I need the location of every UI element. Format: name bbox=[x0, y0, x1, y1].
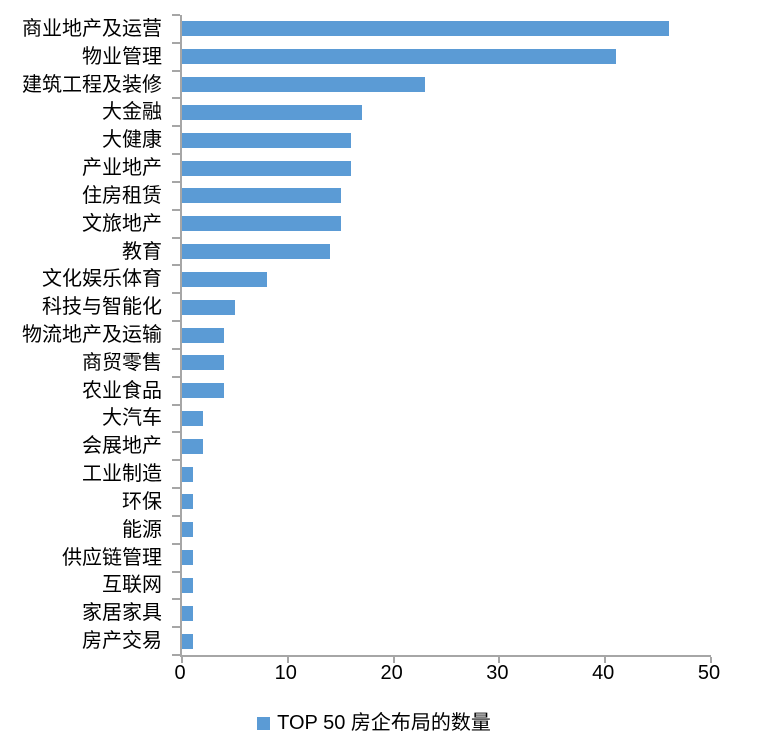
bar bbox=[182, 466, 193, 482]
y-axis-tick bbox=[172, 153, 180, 156]
x-axis-tick-label: 50 bbox=[697, 662, 721, 684]
y-axis-tick bbox=[172, 626, 180, 629]
x-axis-tick bbox=[392, 657, 395, 663]
y-axis-tick bbox=[172, 69, 180, 72]
bar bbox=[182, 383, 225, 399]
category-label: 互联网 bbox=[102, 574, 162, 597]
bar bbox=[182, 633, 193, 649]
y-axis-tick bbox=[172, 654, 180, 656]
bar bbox=[182, 410, 204, 426]
y-axis-tick bbox=[172, 514, 180, 517]
y-axis-tick bbox=[172, 347, 180, 350]
bar bbox=[182, 160, 352, 176]
bar bbox=[182, 550, 193, 566]
category-label: 物流地产及运输 bbox=[22, 323, 162, 346]
category-label: 教育 bbox=[122, 240, 162, 263]
bar bbox=[182, 494, 193, 510]
bar bbox=[182, 522, 193, 538]
y-axis-tick bbox=[172, 97, 180, 100]
plot-area bbox=[172, 14, 712, 663]
y-axis-tick bbox=[172, 431, 180, 434]
y-axis-tick bbox=[172, 208, 180, 211]
y-axis-tick bbox=[172, 598, 180, 601]
legend-marker-square bbox=[257, 716, 271, 730]
x-axis-tick-label: 0 bbox=[174, 662, 186, 684]
category-label: 大健康 bbox=[102, 129, 162, 152]
category-label: 房产交易 bbox=[82, 630, 162, 653]
category-label: 物业管理 bbox=[82, 45, 162, 68]
category-label: 文旅地产 bbox=[82, 212, 162, 235]
category-label: 家居家具 bbox=[82, 602, 162, 625]
x-axis-tick bbox=[604, 657, 607, 663]
category-label: 环保 bbox=[122, 490, 162, 513]
bar bbox=[182, 244, 331, 260]
x-axis-tick-label: 30 bbox=[486, 662, 509, 684]
category-label: 大汽车 bbox=[102, 407, 162, 430]
category-label: 工业制造 bbox=[82, 463, 162, 486]
y-axis-tick bbox=[172, 459, 180, 462]
bar bbox=[182, 132, 352, 148]
x-axis-tick bbox=[710, 657, 712, 663]
x-axis-tick-label: 10 bbox=[274, 662, 297, 684]
y-axis-labels: 商业地产及运营物业管理建筑工程及装修大金融大健康产业地产住房租赁文旅地产教育文化… bbox=[0, 15, 171, 655]
x-axis-labels: 0 10 20 30 40 50 bbox=[0, 662, 772, 688]
category-label: 大金融 bbox=[102, 101, 162, 124]
x-axis-tick bbox=[498, 657, 501, 663]
category-label: 文化娱乐体育 bbox=[42, 268, 162, 291]
category-label: 会展地产 bbox=[82, 435, 162, 458]
y-axis-tick bbox=[172, 375, 180, 378]
bar bbox=[182, 438, 204, 454]
category-label: 建筑工程及装修 bbox=[22, 73, 162, 96]
category-label: 商贸零售 bbox=[82, 351, 162, 374]
legend-label: TOP 50 房企布局的数量 bbox=[277, 712, 491, 734]
bar bbox=[182, 605, 193, 621]
bar bbox=[182, 271, 267, 287]
y-axis-tick bbox=[172, 320, 180, 323]
legend: TOP 50 房企布局的数量 bbox=[0, 711, 748, 735]
bar bbox=[182, 77, 426, 93]
y-axis-tick bbox=[172, 236, 180, 239]
y-axis-tick bbox=[172, 125, 180, 128]
bar bbox=[182, 299, 235, 315]
category-label: 科技与智能化 bbox=[42, 296, 162, 319]
category-label: 产业地产 bbox=[82, 157, 162, 180]
bar bbox=[182, 577, 193, 593]
bar bbox=[182, 188, 341, 204]
y-axis-tick bbox=[172, 180, 180, 183]
category-label: 供应链管理 bbox=[62, 546, 162, 569]
y-axis-tick bbox=[172, 41, 180, 44]
category-label: 商业地产及运营 bbox=[22, 17, 162, 40]
bar bbox=[182, 327, 225, 343]
bar bbox=[182, 21, 669, 37]
y-axis-tick bbox=[172, 487, 180, 490]
category-label: 能源 bbox=[122, 518, 162, 541]
category-label: 住房租赁 bbox=[82, 184, 162, 207]
x-axis-tick-label: 40 bbox=[592, 662, 615, 684]
y-axis-tick bbox=[172, 264, 180, 267]
y-axis-tick bbox=[172, 14, 180, 16]
category-label: 农业食品 bbox=[82, 379, 162, 402]
x-axis-tick bbox=[286, 657, 289, 663]
bar bbox=[182, 216, 341, 232]
y-axis-tick bbox=[172, 570, 180, 573]
bar bbox=[182, 104, 362, 120]
y-axis-tick bbox=[172, 542, 180, 545]
x-axis-tick-label: 20 bbox=[380, 662, 403, 684]
x-axis-tick bbox=[181, 657, 183, 663]
y-axis-tick bbox=[172, 403, 180, 406]
bar bbox=[182, 49, 616, 65]
y-axis-tick bbox=[172, 292, 180, 295]
bar bbox=[182, 355, 225, 371]
